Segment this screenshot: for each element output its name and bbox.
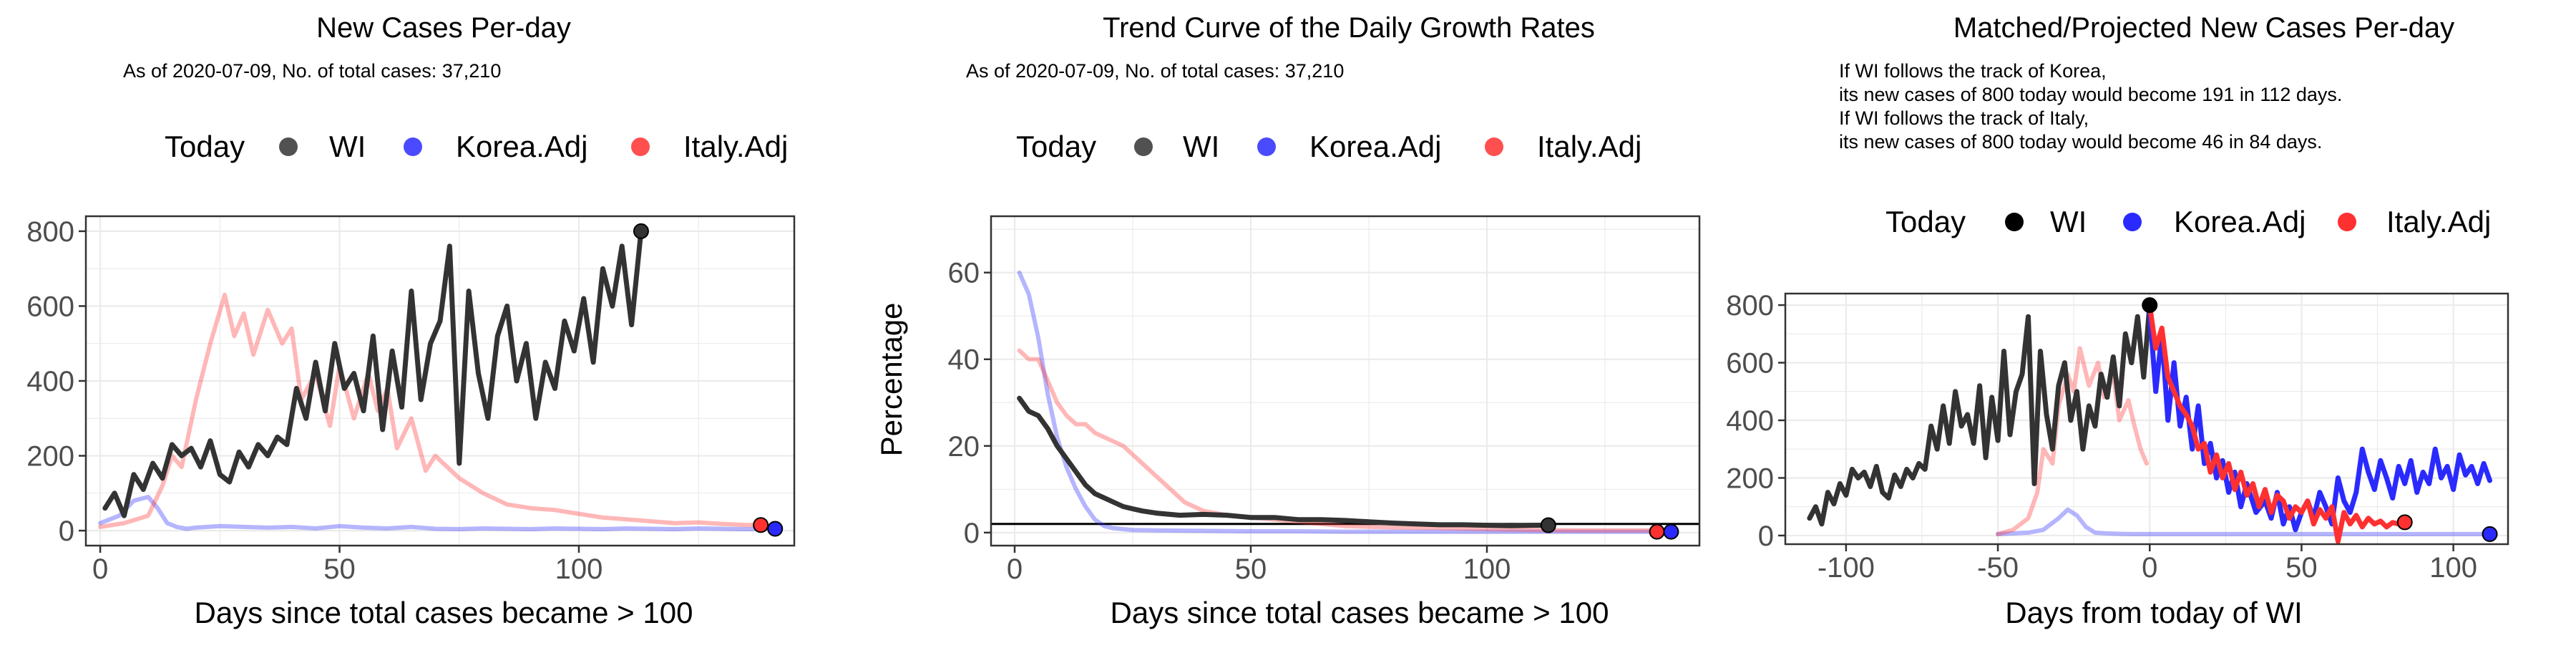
y-tick-label: 200 [26,441,74,473]
series-line-koreaadj [1017,270,1678,534]
chart-legend: Today WI Korea.Adj Italy.Adj [165,130,788,163]
chart-svg-projected: Matched/Projected New Cases Per-day If WI… [1726,12,2509,629]
plot-border [1784,292,2509,546]
legend-marker [2005,213,2024,231]
x-tick-label: 50 [323,553,356,585]
chart-title: Matched/Projected New Cases Per-day [1953,12,2454,44]
chart-subtitle: As of 2020-07-09, No. of total cases: 37… [966,60,1344,82]
legend-title: Today [1885,205,1966,238]
legend-marker [1485,137,1503,156]
y-tick-label: 200 [1726,463,1774,494]
x-tick-label: 0 [92,553,108,585]
plot-area [991,216,1699,546]
y-tick-label: 20 [948,431,980,463]
today-point-wi [2142,297,2158,314]
plot-border [990,215,1701,547]
y-tick-label: 800 [1726,290,1774,321]
y-tick-label: 600 [26,291,74,322]
y-tick-label: 40 [948,344,980,376]
chart-note: its new cases of 800 today would become … [1839,84,2342,105]
y-tick-label: 0 [1758,521,1774,552]
x-tick-label: 100 [1463,553,1511,585]
legend-label: WI [2050,205,2087,238]
series-line-italyadj [1017,348,1669,533]
chart-panel-growth-rates: Trend Curve of the Daily Growth Rates As … [859,0,1717,644]
legend-marker [2338,213,2356,231]
legend-title: Today [165,130,245,163]
y-tick-label: 60 [948,258,980,289]
legend-label: Korea.Adj [1309,130,1441,163]
legend-title: Today [1016,130,1096,163]
x-axis-label: Days since total cases became > 100 [195,596,693,629]
legend-label: Korea.Adj [456,130,587,163]
x-axis-label: Days from today of WI [2005,596,2302,629]
legend-label: Korea.Adj [2174,205,2306,238]
x-tick-label: 0 [1007,553,1023,585]
x-tick-label: -50 [1977,552,2019,584]
legend-marker [631,137,650,156]
today-point-koreaadj [767,521,784,537]
y-tick-label: 600 [1726,348,1774,379]
y-tick-label: 400 [26,366,74,397]
legend-label: WI [329,130,366,163]
series-line-wi [1017,395,1551,528]
legend-label: Italy.Adj [683,130,788,163]
today-point-italyadj [2396,514,2413,531]
legend-marker [404,137,422,156]
today-point-koreaadj [1663,523,1679,540]
series-line-italyadj [1996,346,2149,536]
chart-svg-new-cases: New Cases Per-day As of 2020-07-09, No. o… [26,12,796,629]
series-line-italyadj [2147,302,2408,544]
y-axis-label: Percentage [874,303,908,457]
legend-label: Italy.Adj [2386,205,2491,238]
chart-panel-projected: Matched/Projected New Cases Per-day If WI… [1717,0,2576,644]
chart-panel-new-cases: New Cases Per-day As of 2020-07-09, No. o… [0,0,859,644]
x-tick-label: 50 [2285,552,2318,584]
chart-legend: Today WI Korea.Adj Italy.Adj [1016,130,1641,163]
chart-svg-growth-rates: Trend Curve of the Daily Growth Rates As … [874,12,1701,629]
chart-legend: Today WI Korea.Adj Italy.Adj [1885,205,2491,238]
legend-marker [1257,137,1276,156]
x-tick-label: 100 [555,553,603,585]
x-axis-label: Days since total cases became > 100 [1111,596,1609,629]
x-tick-label: 100 [2429,552,2477,584]
legend-marker [1134,137,1153,156]
series-line-wi [1807,302,2152,527]
today-point-koreaadj [2482,526,2498,542]
y-tick-label: 0 [964,518,980,549]
today-point-wi [633,223,649,239]
series-line-wi [102,228,644,518]
chart-note: its new cases of 800 today would become … [1839,131,2322,153]
y-tick-label: 400 [1726,405,1774,437]
y-tick-label: 0 [59,516,74,547]
series-line-koreaadj [98,495,773,531]
legend-label: Italy.Adj [1537,130,1641,163]
today-point-italyadj [753,517,769,533]
legend-marker [279,137,298,156]
chart-note: If WI follows the track of Korea, [1839,60,2107,82]
y-tick-label: 800 [26,216,74,248]
chart-title: New Cases Per-day [316,12,571,44]
chart-title: Trend Curve of the Daily Growth Rates [1103,12,1595,44]
today-point-italyadj [1649,523,1665,540]
chart-note: If WI follows the track of Italy, [1839,107,2089,129]
today-point-wi [1540,517,1556,533]
x-tick-label: -100 [1818,552,1875,584]
x-tick-label: 50 [1235,553,1267,585]
legend-label: WI [1183,130,1219,163]
x-tick-label: 0 [2142,552,2157,584]
legend-marker [2123,213,2142,231]
chart-subtitle: As of 2020-07-09, No. of total cases: 37… [123,60,501,82]
